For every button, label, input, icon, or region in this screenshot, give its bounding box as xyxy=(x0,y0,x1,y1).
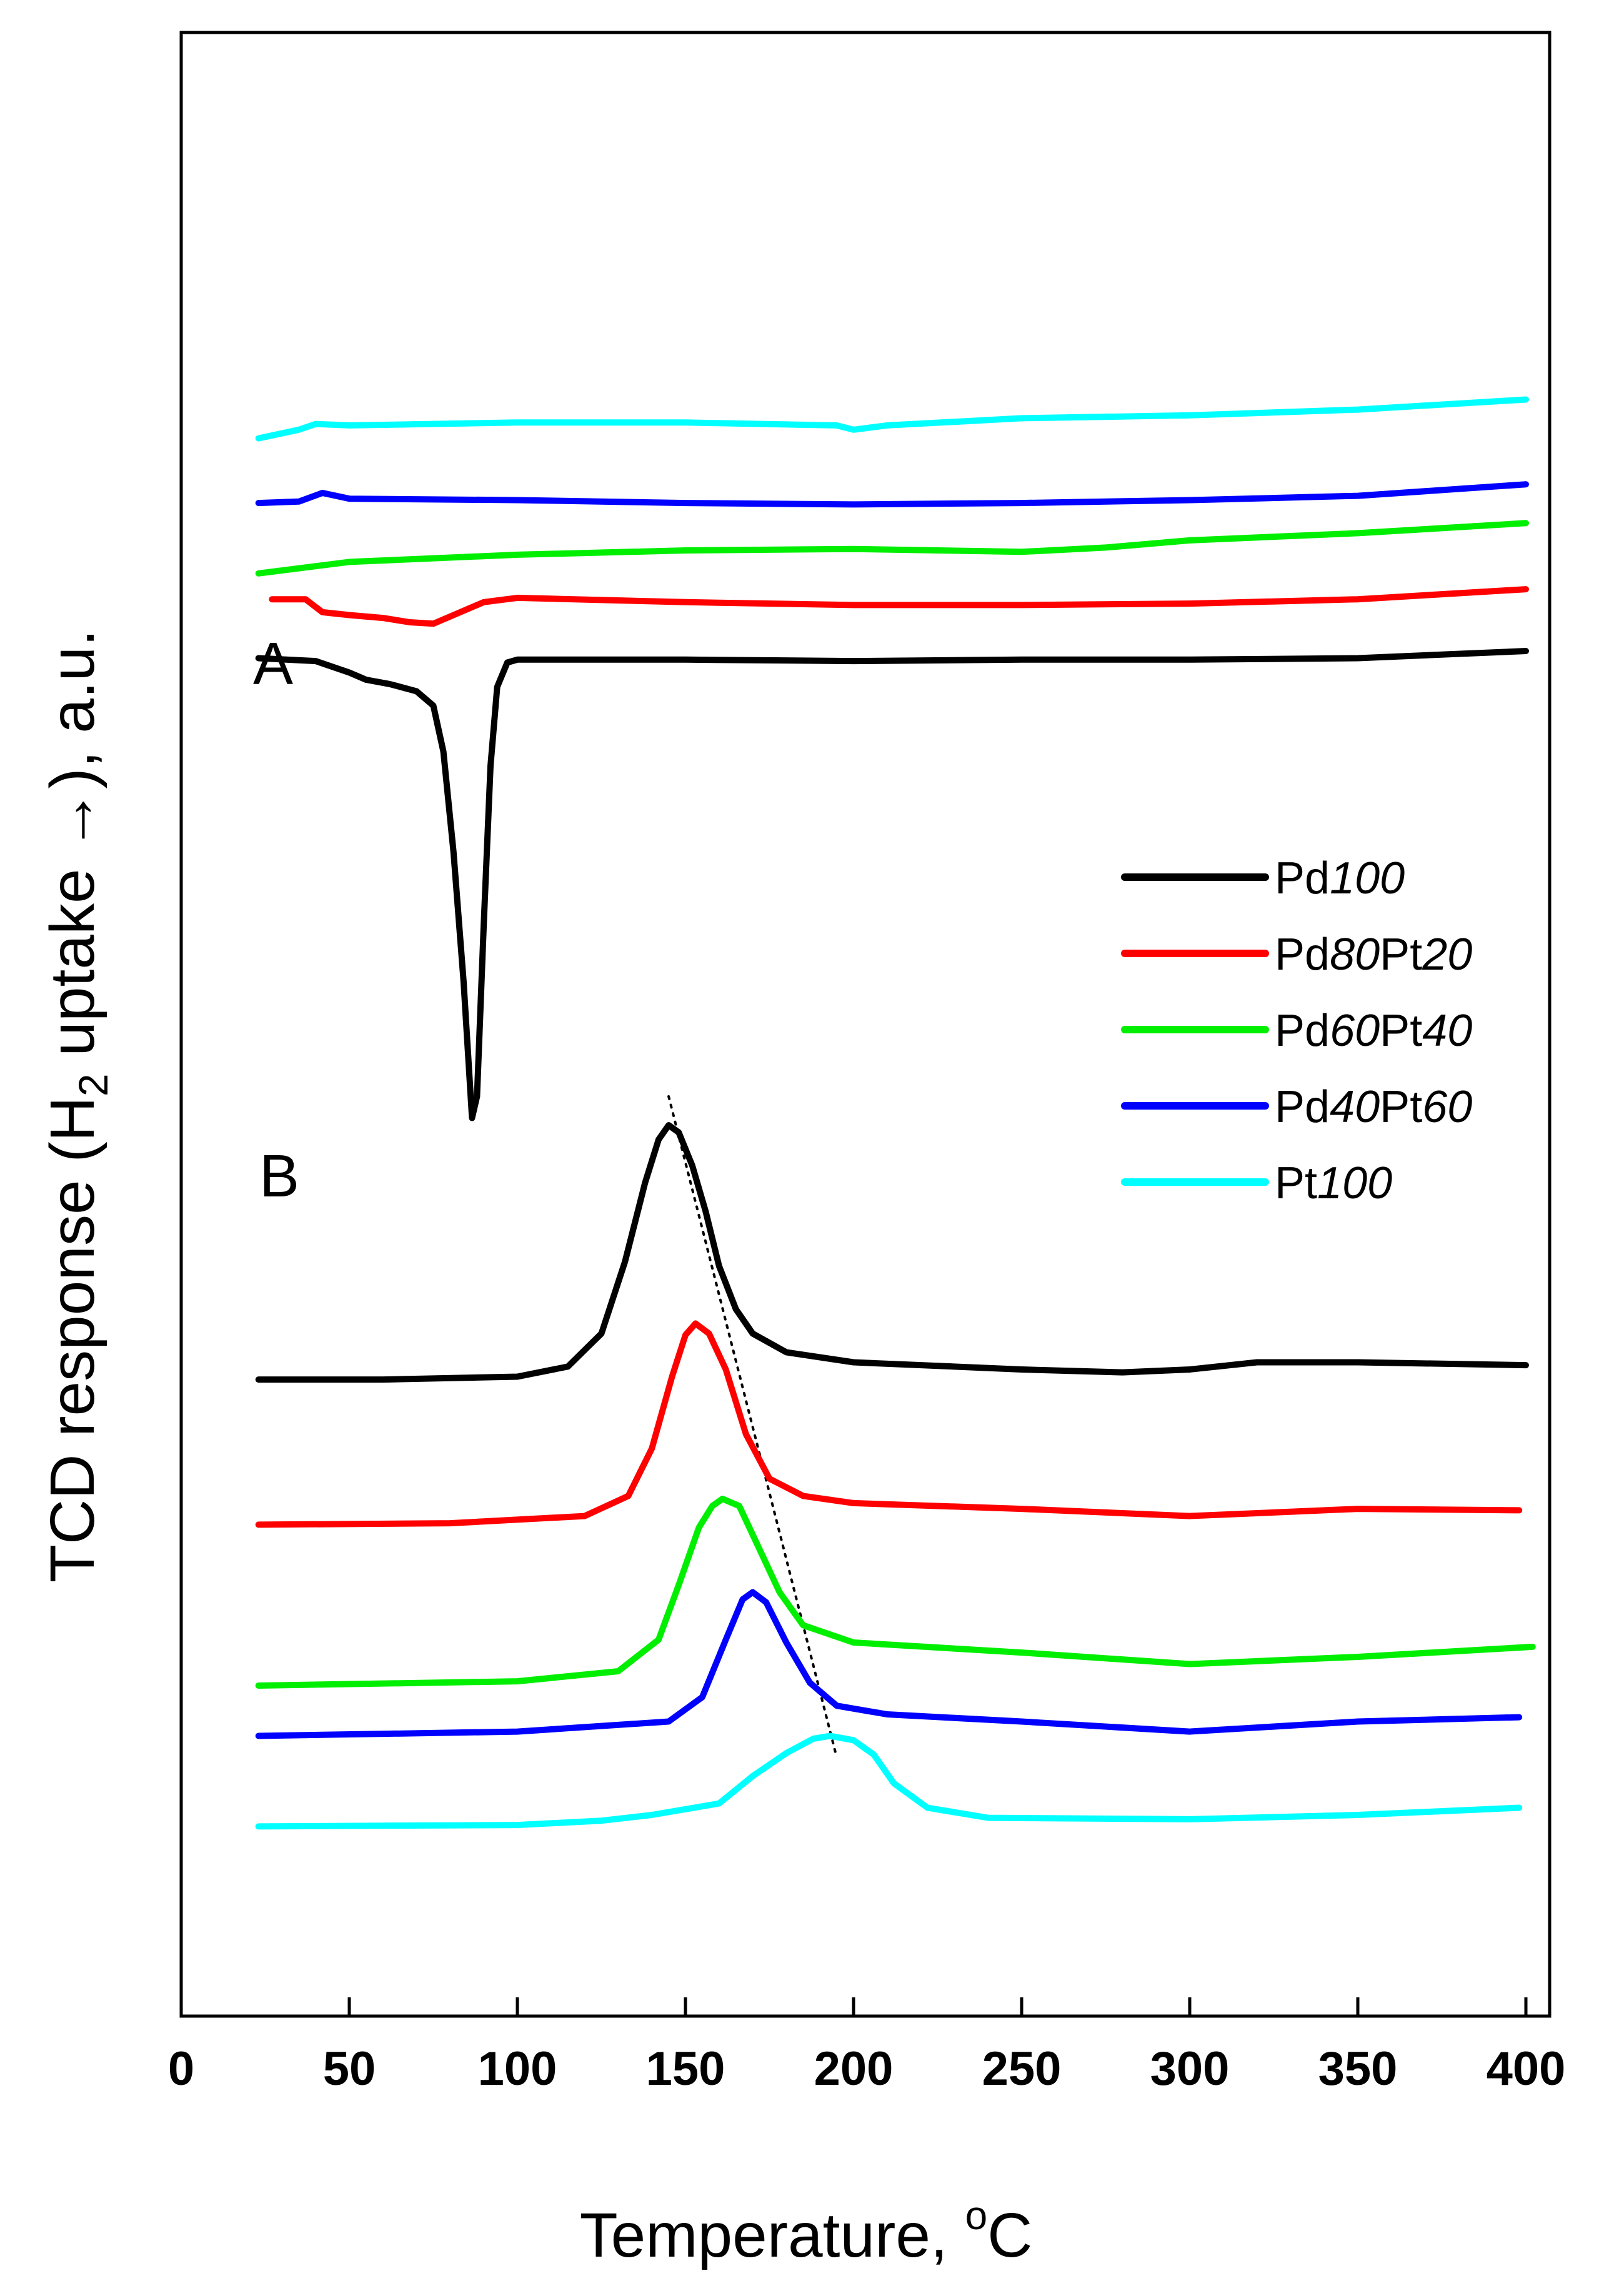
panel-labels: AB xyxy=(253,630,299,1210)
panel-label-b: B xyxy=(259,1143,299,1210)
series-layer xyxy=(255,396,1536,1830)
panel-label-a: A xyxy=(253,630,293,697)
x-tick-label-0: 0 xyxy=(168,2042,194,2095)
series-line-panel-b-pd60pt40 xyxy=(255,1496,1536,1689)
series-line-panel-a-pd80pt20 xyxy=(269,586,1529,627)
series-line-panel-a-pd40pt60 xyxy=(255,481,1529,508)
legend-label-pt100: Pt100 xyxy=(1275,1158,1392,1208)
guide-layer xyxy=(667,1095,839,1759)
series-line-panel-b-pd100 xyxy=(255,1122,1529,1383)
series-line-panel-a-pd60pt40 xyxy=(255,520,1529,577)
y-axis-title: TCD response (H2 uptake →), a.u. xyxy=(37,629,116,1583)
x-tick-label-350: 350 xyxy=(1318,2042,1398,2095)
x-axis-title: Temperature, oC xyxy=(580,2193,1033,2270)
x-tick-label-150: 150 xyxy=(646,2042,725,2095)
x-tick-label-200: 200 xyxy=(814,2042,894,2095)
peak-guide-line xyxy=(667,1095,839,1759)
x-tick-label-400: 400 xyxy=(1487,2042,1566,2095)
legend-label-pd100: Pd100 xyxy=(1275,853,1405,903)
x-tick-label-100: 100 xyxy=(478,2042,557,2095)
legend-label-pd40pt60: Pd40Pt60 xyxy=(1275,1082,1472,1132)
x-tick-label-300: 300 xyxy=(1150,2042,1230,2095)
series-line-panel-b-pt100 xyxy=(255,1732,1523,1830)
series-line-panel-b-pd40pt60 xyxy=(255,1589,1523,1739)
x-tick-label-50: 50 xyxy=(323,2042,376,2095)
series-line-panel-b-pd80pt20 xyxy=(255,1320,1523,1528)
x-tick-label-250: 250 xyxy=(982,2042,1062,2095)
legend-label-pd80pt20: Pd80Pt20 xyxy=(1275,930,1472,980)
series-line-panel-a-pt100 xyxy=(255,396,1529,442)
legend-label-pd60pt40: Pd60Pt40 xyxy=(1275,1006,1472,1056)
series-line-panel-a-pd100 xyxy=(255,648,1529,1121)
legend: Pd100 Pd80Pt20 Pd60Pt40 Pd40Pt60 Pt100 xyxy=(1121,853,1472,1208)
plot-frame xyxy=(179,31,1552,2018)
x-axis: 0 50 100 150 200 250 300 350 400 xyxy=(168,1997,1566,2095)
